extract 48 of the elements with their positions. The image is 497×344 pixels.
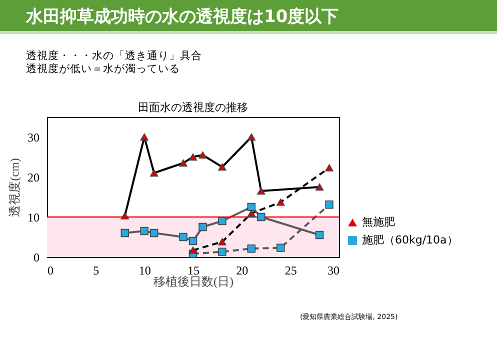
- x-tick-label: 20: [236, 264, 248, 278]
- point: [247, 202, 256, 212]
- point: [325, 164, 334, 172]
- point: [315, 230, 324, 240]
- point: [218, 216, 226, 226]
- y-tick-label: 10: [28, 210, 40, 224]
- point: [276, 244, 285, 252]
- y-tick-label: 0: [34, 250, 40, 264]
- text: 透視度が低い＝水が濁っている: [26, 63, 180, 75]
- point: [179, 232, 188, 242]
- x-tick-label: 25: [284, 264, 297, 278]
- point: [218, 238, 226, 246]
- legend-label: 無施肥: [362, 216, 395, 228]
- chart-title: 水田抑草成功時の水の透視度は10度以下: [0, 0, 497, 34]
- x-tick-label: 5: [93, 264, 100, 278]
- point: [315, 183, 324, 191]
- point: [179, 159, 188, 167]
- point: [218, 163, 226, 171]
- point: [257, 187, 266, 195]
- point: [247, 133, 256, 141]
- point: [188, 246, 198, 254]
- x-tick-label: 10: [138, 264, 151, 278]
- x-tick-label: 0: [48, 264, 54, 278]
- point: [198, 151, 207, 159]
- point: [120, 212, 129, 220]
- point: [140, 133, 148, 141]
- point: [247, 244, 256, 253]
- point: [120, 228, 129, 238]
- y-tick-label: 20: [28, 170, 40, 184]
- point: [325, 200, 334, 209]
- point: [188, 153, 198, 161]
- legend-label: 施肥（60kg/10a）: [362, 234, 458, 246]
- point: [198, 222, 207, 232]
- text: 透視度・・・水の「透き通り」具合: [26, 50, 202, 62]
- point: [276, 198, 285, 206]
- point: [218, 248, 226, 256]
- point: [188, 236, 198, 246]
- x-axis-title: 移植後日数(日): [154, 274, 234, 288]
- x-tick-label: 15: [188, 264, 200, 278]
- x-tick-label: 30: [328, 264, 340, 278]
- point: [247, 210, 256, 218]
- point: [150, 228, 158, 238]
- y-axis-title: 透視度(cm): [8, 158, 22, 217]
- point: [140, 226, 148, 236]
- point: [257, 212, 266, 222]
- point: [150, 169, 158, 177]
- text: 田面水の透視度の推移: [138, 101, 248, 114]
- y-tick-label: 30: [28, 130, 40, 144]
